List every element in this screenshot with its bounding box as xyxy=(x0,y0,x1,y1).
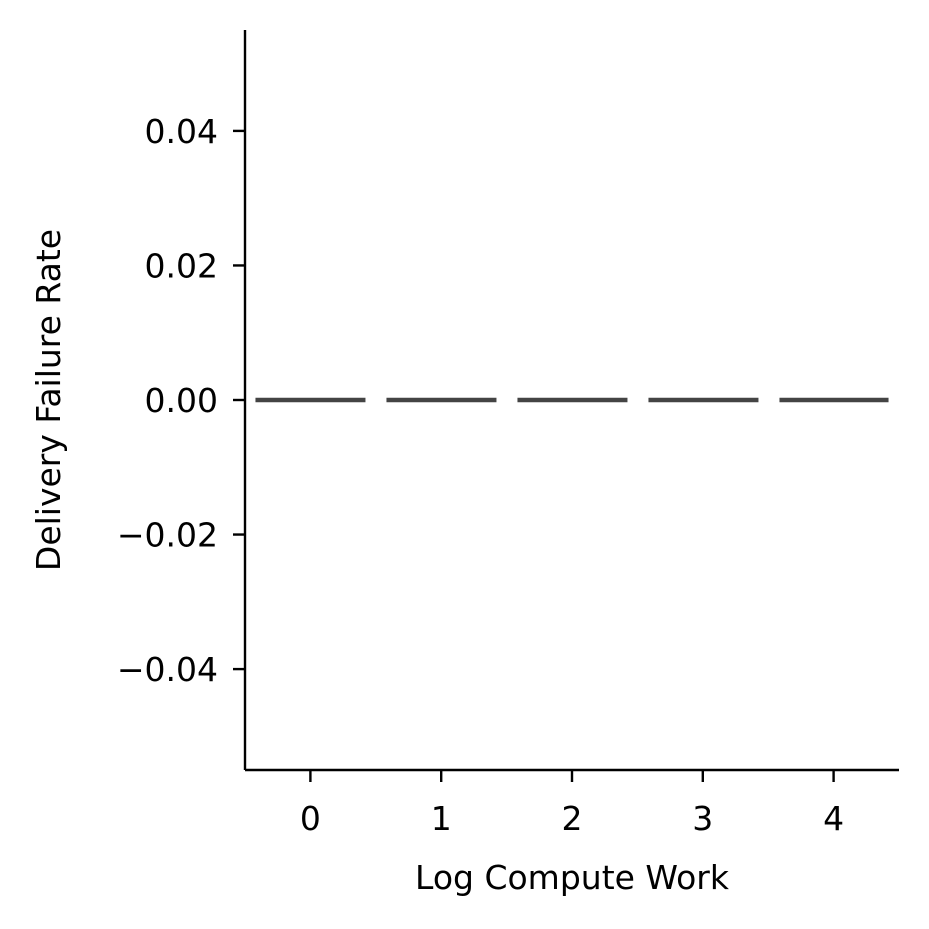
plot-area: 0 1 2 3 4 −0.04 −0.02 0.00 0.02 0.04 xyxy=(117,30,899,838)
y-axis-label: Delivery Failure Rate xyxy=(29,229,68,571)
x-tick-label: 4 xyxy=(823,799,844,838)
y-tick-label: 0.00 xyxy=(145,381,218,420)
y-tick-label: −0.04 xyxy=(117,650,218,689)
x-tick-label: 2 xyxy=(562,799,583,838)
x-axis-label: Log Compute Work xyxy=(415,858,730,897)
x-tick-label: 3 xyxy=(692,799,713,838)
x-tick-label: 0 xyxy=(300,799,321,838)
y-ticks: −0.04 −0.02 0.00 0.02 0.04 xyxy=(117,112,245,689)
x-ticks: 0 1 2 3 4 xyxy=(300,770,844,838)
y-tick-label: 0.04 xyxy=(145,112,218,151)
y-tick-label: 0.02 xyxy=(145,246,218,285)
y-tick-label: −0.02 xyxy=(117,516,218,555)
x-tick-label: 1 xyxy=(431,799,452,838)
